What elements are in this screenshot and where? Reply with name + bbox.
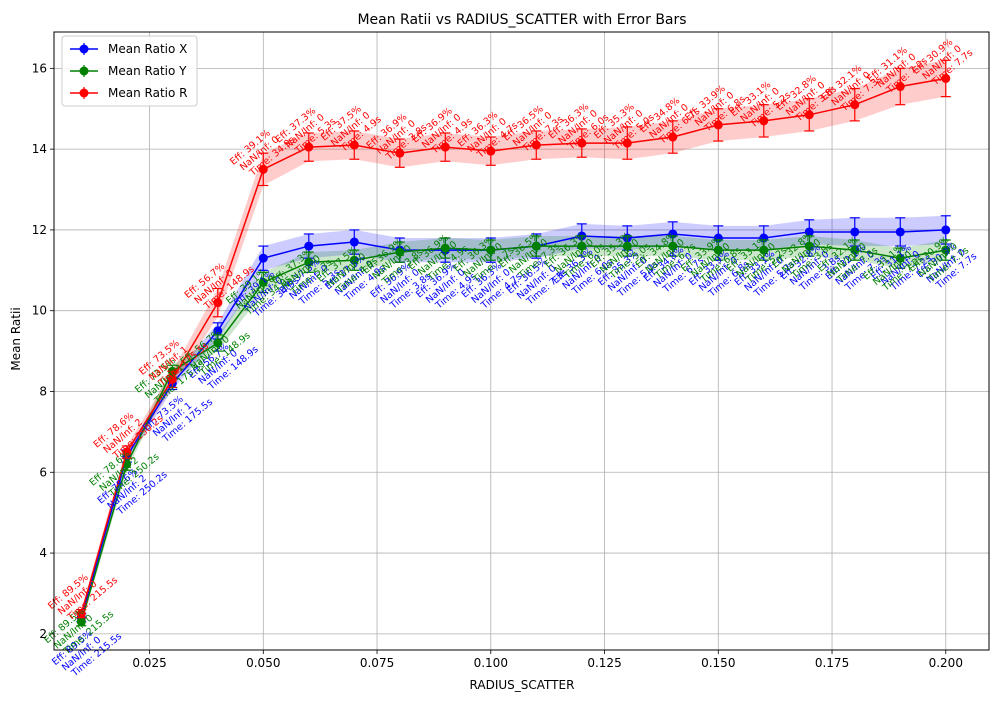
mean-ratio-x-annotation: Eff: 33.1%NaN/Inf: 0Time: 5.2s	[733, 243, 798, 305]
y-tick-label: 8	[39, 384, 47, 398]
mean-ratio-r-point	[622, 138, 632, 148]
legend-marker-mean-ratio-y	[79, 66, 89, 76]
legend-marker-mean-ratio-x	[79, 44, 89, 54]
plot-frame	[53, 31, 990, 651]
mean-ratio-y-point	[349, 255, 359, 265]
mean-ratio-y-point	[850, 245, 860, 255]
legend-marker-mean-ratio-r	[79, 88, 89, 98]
mean-ratio-r-point	[258, 164, 268, 174]
y-tick-label: 6	[39, 465, 47, 479]
y-tick-label: 16	[32, 61, 47, 75]
mean-ratio-y-point	[304, 257, 314, 267]
y-tick-label: 10	[32, 304, 47, 318]
y-tick-label: 4	[39, 546, 47, 560]
mean-ratio-y-point	[258, 277, 268, 287]
mean-ratio-r-point	[713, 120, 723, 130]
legend-label-mean-ratio-y: Mean Ratio Y	[108, 64, 187, 78]
mean-ratio-r-point	[850, 100, 860, 110]
mean-ratio-x-point	[941, 225, 951, 235]
mean-ratio-r-point	[213, 298, 223, 308]
y-axis-label: Mean Ratii	[9, 307, 23, 370]
mean-ratio-x-point	[349, 237, 359, 247]
x-tick-label: 0.075	[360, 656, 394, 670]
x-tick-label: 0.100	[474, 656, 508, 670]
mean-ratio-r-point	[941, 73, 951, 83]
mean-ratio-y-point	[622, 241, 632, 251]
mean-ratio-r-point	[395, 148, 405, 158]
legend-item-mean-ratio-x: Mean Ratio X	[70, 42, 187, 56]
mean-ratio-y-point	[76, 617, 86, 627]
mean-ratio-y-annotation: Eff: 36.3%NaN/Inf: 0Time: 6.0s	[543, 225, 608, 287]
mean-ratio-r-point	[440, 142, 450, 152]
series-layer	[76, 59, 951, 627]
mean-ratio-r-point	[668, 132, 678, 142]
y-tick-label: 12	[32, 223, 47, 237]
mean-ratio-r-point	[349, 140, 359, 150]
x-tick-label: 0.050	[246, 656, 280, 670]
legend-label-mean-ratio-r: Mean Ratio R	[108, 86, 187, 100]
mean-ratio-y-point	[941, 245, 951, 255]
mean-ratio-r-point	[759, 116, 769, 126]
mean-ratio-y-point	[668, 241, 678, 251]
mean-ratio-r-point	[122, 447, 132, 457]
mean-ratio-x-point	[304, 241, 314, 251]
mean-ratio-y-point	[577, 241, 587, 251]
mean-ratio-y-point	[486, 245, 496, 255]
x-tick-label: 0.200	[929, 656, 963, 670]
x-axis-label: RADIUS_SCATTER	[470, 678, 575, 692]
x-tick-label: 0.150	[701, 656, 735, 670]
chart-title: Mean Ratii vs RADIUS_SCATTER with Error …	[357, 12, 686, 28]
grid	[54, 32, 989, 650]
mean-ratio-r-point	[304, 142, 314, 152]
legend-item-mean-ratio-y: Mean Ratio Y	[70, 64, 187, 78]
legend-box	[61, 35, 198, 107]
axis-ticks: 0.025 0.050 0.075 0.100 0.125 0.150 0.175 0.200…	[32, 61, 963, 670]
mean-ratio-x-point	[804, 227, 814, 237]
mean-ratio-x-point	[895, 227, 905, 237]
error-ribbons	[81, 60, 946, 626]
mean-ratio-x-point	[258, 253, 268, 263]
mean-ratio-r-error-band	[81, 60, 946, 618]
mean-ratio-y-point	[759, 245, 769, 255]
x-tick-label: 0.175	[815, 656, 849, 670]
mean-ratio-r-point	[577, 138, 587, 148]
mean-ratio-y-point	[713, 245, 723, 255]
legend-label-mean-ratio-x: Mean Ratio X	[108, 42, 187, 56]
y-tick-label: 14	[32, 142, 47, 156]
mean-ratio-r-line	[80, 77, 946, 614]
legend: Mean Ratio X Mean Ratio Y Mean Ratio R	[61, 35, 198, 107]
mean-ratio-r-point	[895, 82, 905, 92]
mean-ratio-y-point	[895, 253, 905, 263]
mean-ratio-y-series	[76, 235, 951, 627]
mean-ratio-y-point	[395, 247, 405, 257]
mean-ratio-x-point	[850, 227, 860, 237]
mean-ratio-y-point	[440, 243, 450, 253]
mean-ratio-y-point	[804, 241, 814, 251]
mean-ratio-r-point	[76, 609, 86, 619]
mean-ratio-r-point	[531, 140, 541, 150]
legend-item-mean-ratio-r: Mean Ratio R	[70, 86, 187, 100]
mean-ratio-y-point	[213, 338, 223, 348]
mean-ratio-x-point	[213, 326, 223, 336]
x-tick-label: 0.025	[132, 656, 166, 670]
mean-ratio-y-line	[80, 245, 946, 622]
x-tick-label: 0.125	[587, 656, 621, 670]
mean-ratio-r-point	[804, 110, 814, 120]
mean-ratio-r-point	[167, 374, 177, 384]
mean-ratio-r-point	[486, 146, 496, 156]
mean-ratio-r-series	[76, 59, 951, 619]
y-tick-label: 2	[39, 627, 47, 641]
mean-ratio-y-point	[531, 241, 541, 251]
